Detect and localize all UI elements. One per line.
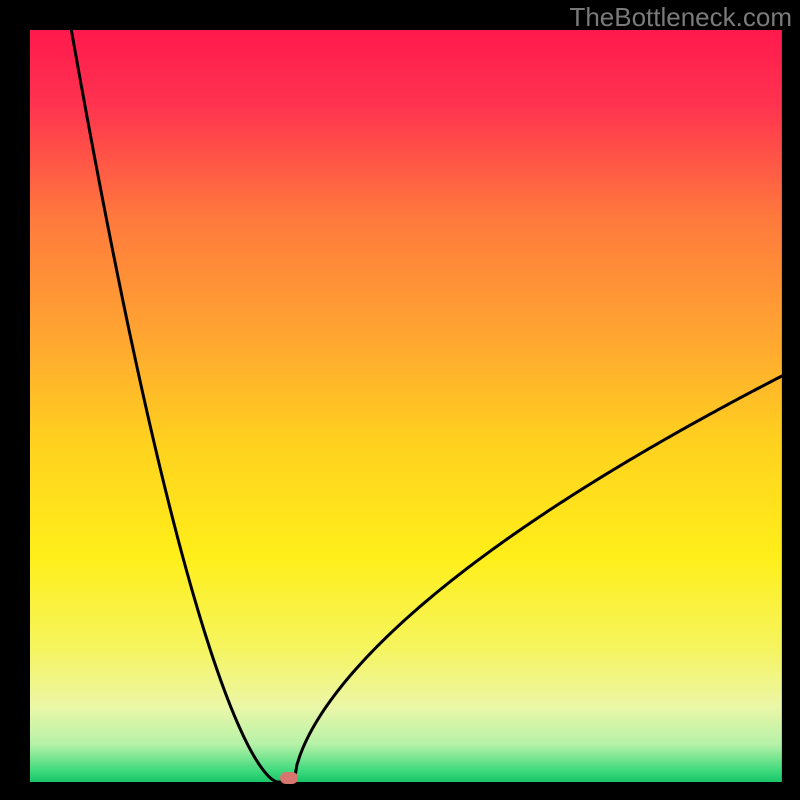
optimal-point-marker <box>280 772 298 784</box>
border-right <box>782 0 800 800</box>
watermark-text: TheBottleneck.com <box>569 2 792 33</box>
gradient-background <box>0 0 800 800</box>
chart-container: TheBottleneck.com <box>0 0 800 800</box>
border-bottom <box>0 782 800 800</box>
border-left <box>0 0 30 800</box>
